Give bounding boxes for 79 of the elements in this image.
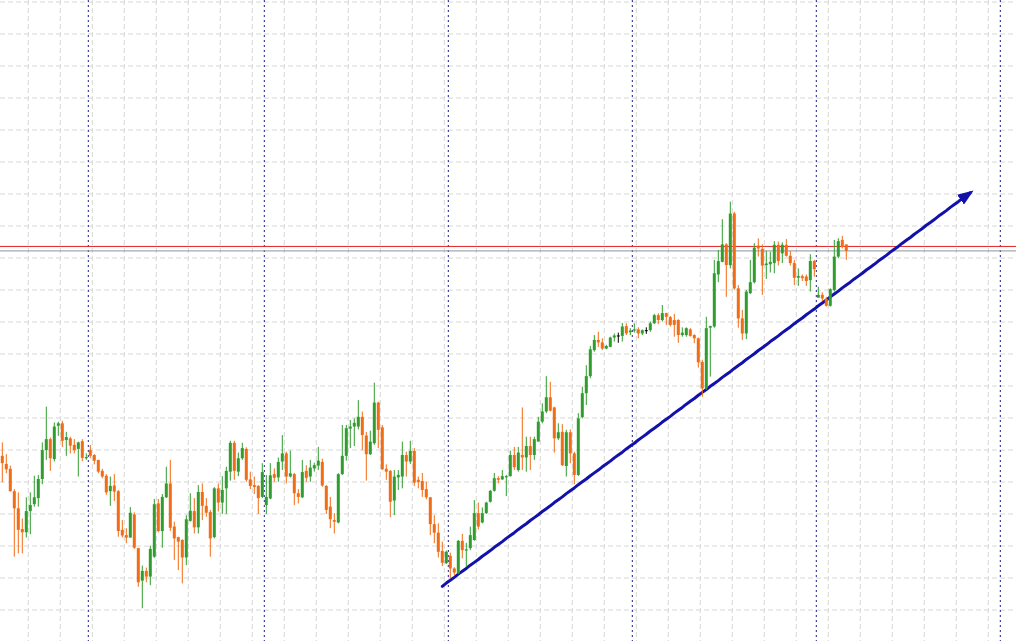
candlestick [28, 491, 32, 535]
candlestick [264, 474, 268, 515]
candlestick [776, 241, 780, 267]
candlestick [808, 253, 812, 293]
candlestick [836, 237, 840, 259]
candlestick [356, 399, 360, 430]
candlestick [280, 434, 284, 471]
candlestick [780, 241, 784, 264]
candlestick [476, 502, 480, 530]
candlestick [64, 431, 68, 457]
candlestick [340, 424, 344, 476]
candlestick [540, 402, 544, 424]
candlestick [80, 438, 84, 462]
candlestick [408, 440, 412, 465]
candlestick [672, 313, 676, 338]
candlestick [308, 459, 312, 483]
candlestick [616, 332, 620, 344]
candlestick [724, 242, 728, 298]
candlestick [544, 375, 548, 414]
candlestick [292, 472, 296, 506]
candlestick [572, 451, 576, 485]
candlestick [580, 386, 584, 419]
candlestick [404, 451, 408, 478]
candlestick [104, 473, 108, 496]
candlestick [0, 441, 4, 483]
candlestick [696, 337, 700, 369]
candlestick [392, 469, 396, 516]
candlestick [192, 497, 196, 534]
candlestick [236, 452, 240, 477]
candlestick [512, 446, 516, 471]
candlestick [432, 514, 436, 544]
candlestick [332, 512, 336, 534]
candlestick [36, 474, 40, 508]
candlestick [420, 472, 424, 498]
candlestick [524, 436, 528, 473]
candlestick [676, 318, 680, 344]
candlestick [180, 538, 184, 584]
candlestick [448, 552, 452, 579]
candlestick [508, 450, 512, 478]
candlestick [772, 240, 776, 274]
candlestick [12, 488, 16, 558]
candlestick [288, 450, 292, 478]
candlestick [44, 406, 48, 461]
candlestick [584, 364, 588, 406]
candlestick [620, 322, 624, 343]
candlestick [8, 465, 12, 493]
candlestick [284, 451, 288, 484]
candlestick [568, 428, 572, 464]
candlestick [276, 456, 280, 483]
candlestick [352, 417, 356, 447]
candlestick [48, 437, 52, 472]
candlestick [256, 484, 260, 515]
candlestick [364, 431, 368, 482]
candlestick [316, 446, 320, 471]
candlestick [492, 472, 496, 493]
candlestick [360, 411, 364, 451]
candlestick [24, 496, 28, 539]
candlestick [200, 482, 204, 521]
candlestick [796, 267, 800, 287]
candlestick [464, 542, 468, 568]
candlestick [400, 441, 404, 489]
candlestick [216, 482, 220, 513]
candlestick [140, 565, 144, 609]
candlestick [220, 475, 224, 515]
candlestick [760, 243, 764, 296]
candlestick [164, 466, 168, 499]
candlestick [76, 441, 80, 478]
candlestick [792, 259, 796, 286]
candlestick [528, 436, 532, 471]
candlestick [516, 446, 520, 473]
candlestick [4, 453, 8, 474]
candlestick [108, 476, 112, 507]
candlestick [460, 533, 464, 559]
candlestick [16, 491, 20, 554]
candlestick [320, 458, 324, 488]
candlestick [60, 420, 64, 448]
candlestick [740, 309, 744, 341]
candlestick [32, 475, 36, 508]
candlestick [324, 484, 328, 515]
